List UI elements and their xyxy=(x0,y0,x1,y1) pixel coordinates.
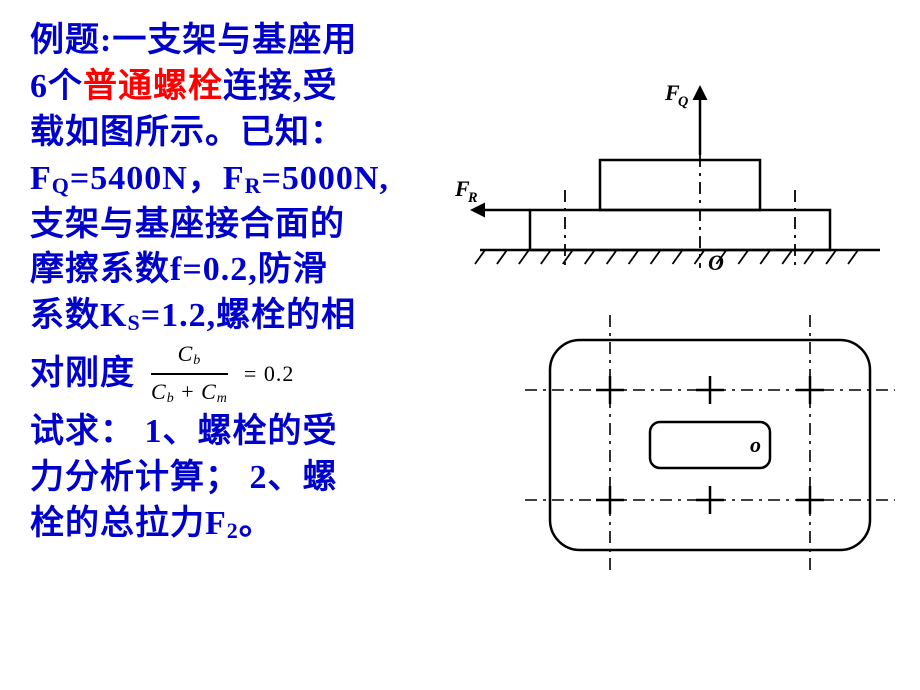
svg-text:o: o xyxy=(750,432,761,457)
text-line-2: 6个普通螺栓连接,受 xyxy=(30,64,450,110)
text-line-10: 力分析计算； 2、螺 xyxy=(30,455,450,501)
text-line-1: 例题:一支架与基座用 xyxy=(30,18,450,64)
svg-text:Q: Q xyxy=(678,94,688,110)
diagram-area: FQFROo xyxy=(450,60,900,660)
text-line-4: FQ=5400N，FR=5000N, xyxy=(30,156,450,202)
svg-text:O: O xyxy=(708,250,724,275)
text-line-6: 摩擦系数f=0.2,防滑 xyxy=(30,247,450,293)
problem-text: 例题:一支架与基座用 6个普通螺栓连接,受 载如图所示。已知： FQ=5400N… xyxy=(30,18,450,547)
stiffness-fraction: Cb Cb + Cm xyxy=(151,339,228,409)
text-line-8: 对刚度 Cb Cb + Cm = 0.2 xyxy=(30,339,450,409)
text-line-5: 支架与基座接合面的 xyxy=(30,202,450,248)
text-line-7: 系数KS=1.2,螺栓的相 xyxy=(30,293,450,339)
text-line-3: 载如图所示。已知： xyxy=(30,110,450,156)
text-line-9: 试求： 1、螺栓的受 xyxy=(30,409,450,455)
text-line-11: 栓的总拉力F2。 xyxy=(30,501,450,547)
engineering-diagram: FQFROo xyxy=(450,60,900,620)
svg-text:R: R xyxy=(467,190,478,206)
